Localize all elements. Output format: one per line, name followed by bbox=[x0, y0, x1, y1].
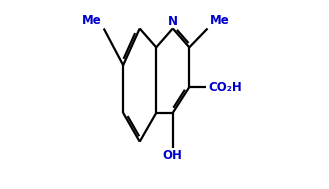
Text: OH: OH bbox=[163, 149, 183, 163]
Text: Me: Me bbox=[210, 14, 229, 27]
Text: N: N bbox=[168, 15, 178, 28]
Text: CO₂H: CO₂H bbox=[208, 81, 242, 94]
Text: Me: Me bbox=[82, 14, 102, 27]
